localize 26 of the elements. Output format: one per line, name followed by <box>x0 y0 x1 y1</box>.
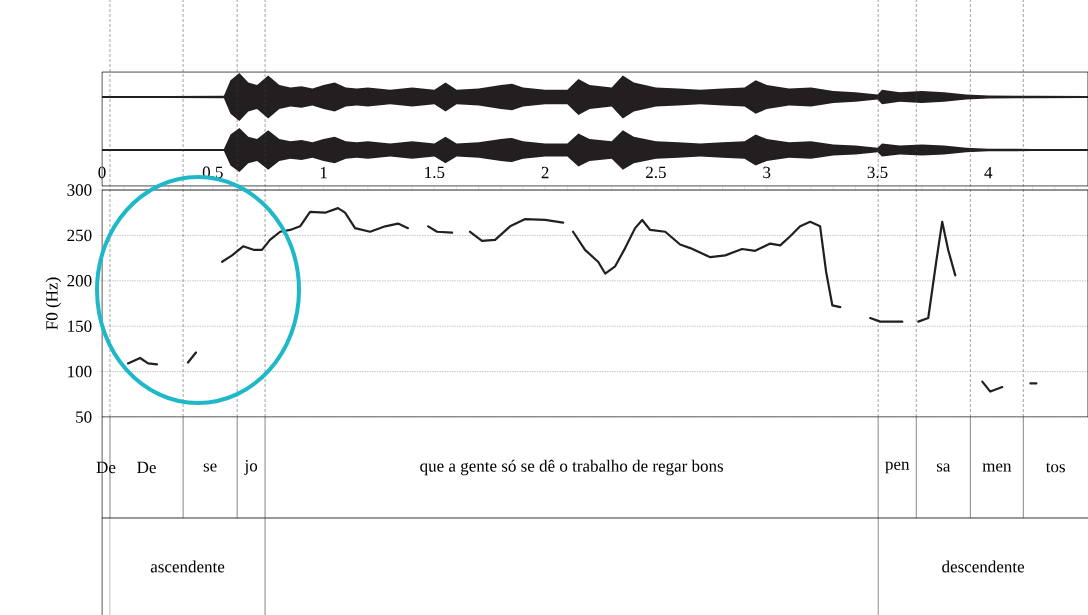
y-axis-title: F0 (Hz) <box>45 277 62 330</box>
x-tick-label: 3.5 <box>867 166 888 179</box>
text: ascendente <box>150 560 225 573</box>
y-tick-label: 50 <box>76 411 92 423</box>
y-tick-label: 150 <box>68 320 92 332</box>
text: se <box>203 463 217 472</box>
text: De <box>96 461 116 474</box>
x-tick-label: 1.5 <box>425 166 445 179</box>
x-tick-label: 2.5 <box>646 166 666 179</box>
y-tick-label: 300 <box>67 184 92 196</box>
y-tick-label: 200 <box>67 275 92 287</box>
text: pen <box>885 461 910 474</box>
y-tick-label: 250 <box>67 229 92 242</box>
text: descendente <box>942 560 1025 573</box>
x-tick-label: 4 <box>984 166 993 179</box>
x-tick-label: 2 <box>541 166 549 179</box>
text: jo <box>244 460 258 475</box>
text: De <box>137 461 156 474</box>
text: que a gente só se dê o trabalho de regar bons <box>420 459 724 476</box>
text: tos <box>1045 462 1065 473</box>
text: sa <box>936 463 951 472</box>
x-tick-label: 0 <box>98 166 106 179</box>
text: men <box>982 463 1012 472</box>
y-tick-label: 100 <box>68 365 92 378</box>
x-tick-label: 1 <box>320 166 327 179</box>
x-tick-label: 3 <box>763 166 771 179</box>
